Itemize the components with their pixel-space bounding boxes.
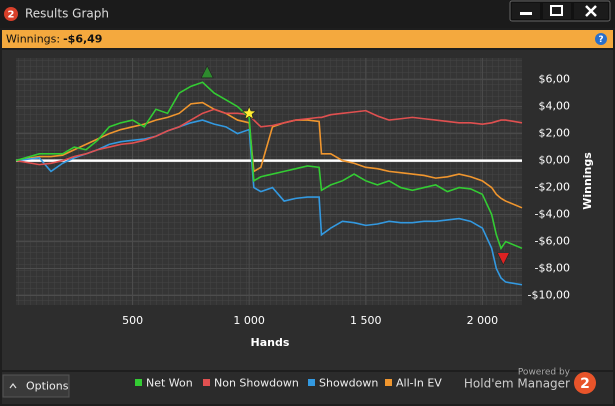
legend-swatch	[203, 379, 210, 386]
legend-label: Showdown	[319, 377, 378, 390]
markers	[200, 65, 510, 266]
window-title: Results Graph	[25, 7, 109, 21]
brand-logo	[574, 372, 596, 394]
legend-swatch	[308, 379, 315, 386]
legend-label: Non Showdown	[214, 377, 299, 390]
help-button[interactable]	[595, 33, 607, 45]
status-bar	[2, 30, 613, 48]
axes: $6,00 $4,00 $2,00 $0,00 -$2,00 -$4,00 -$6,00 -$…	[122, 73, 570, 327]
y-tick-label: $2,00	[539, 127, 571, 140]
options-button[interactable]	[2, 374, 70, 398]
legend: Net Won Non Showdown Showdown All-In EV	[135, 377, 442, 390]
y-axis-label: Winnings	[581, 152, 594, 210]
status-text: Winnings: -$6,49	[6, 33, 102, 46]
legend-swatch	[135, 379, 142, 386]
footer	[2, 372, 613, 404]
marker	[496, 252, 510, 266]
options-caret	[9, 383, 17, 389]
legend-swatch	[385, 379, 392, 386]
marker	[241, 105, 257, 120]
grid	[16, 58, 522, 305]
brand-name: Hold'em Manager	[464, 377, 570, 391]
y-tick-label: -$4,00	[535, 208, 570, 221]
options-label: Options	[26, 380, 69, 393]
legend-item[interactable]: Non Showdown	[203, 377, 299, 390]
window-controls	[509, 0, 611, 22]
legend-label: Net Won	[146, 377, 193, 390]
y-tick-label: $6,00	[539, 73, 571, 86]
minimize-icon	[520, 12, 532, 15]
legend-item[interactable]: All-In EV	[385, 377, 442, 390]
y-tick-label: $4,00	[539, 100, 571, 113]
y-tick-label: $0,00	[539, 154, 571, 167]
y-tick-label: -$2,00	[535, 181, 570, 194]
marker	[200, 65, 214, 79]
close-icon	[585, 5, 597, 17]
y-tick-label: -$6,00	[535, 235, 570, 248]
maximize-icon	[550, 5, 563, 16]
series-line	[15, 108, 523, 166]
series-line	[15, 81, 523, 251]
x-tick-label: 2 000	[467, 314, 499, 327]
minimize-button[interactable]	[512, 3, 540, 19]
status-label: Winnings:	[6, 33, 60, 46]
brand-logo-label: 2	[580, 376, 590, 392]
y-tick-label: -$8,00	[535, 262, 570, 275]
series-lines	[15, 81, 523, 286]
help-icon: ?	[598, 35, 603, 45]
legend-item[interactable]: Net Won	[135, 377, 193, 390]
series-line	[15, 119, 523, 286]
x-axis-label: Hands	[251, 336, 290, 349]
powered-by: Powered by	[518, 368, 571, 378]
y-tick-label: -$10,00	[528, 289, 570, 302]
x-tick-label: 500	[122, 314, 143, 327]
app-icon-label: 2	[8, 10, 15, 21]
status-value: -$6,49	[63, 33, 102, 46]
app-icon	[4, 7, 18, 21]
plot-texture	[16, 58, 522, 305]
legend-label: All-In EV	[396, 377, 442, 390]
legend-item[interactable]: Showdown	[308, 377, 378, 390]
x-tick-label: 1 000	[233, 314, 265, 327]
x-tick-label: 1 500	[350, 314, 382, 327]
